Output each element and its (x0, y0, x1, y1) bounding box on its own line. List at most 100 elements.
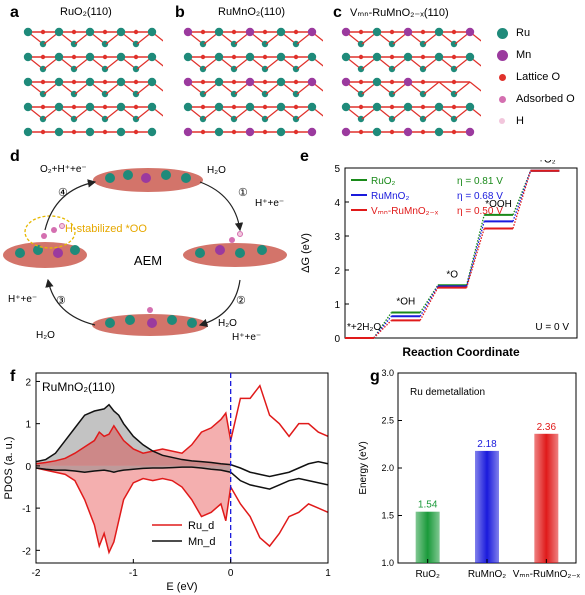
ru-atom (372, 52, 382, 62)
ru-atom (39, 90, 47, 98)
atom-legend-label: H (516, 115, 524, 127)
step2-output: H⁺+e⁻ (232, 332, 261, 343)
ru-atom (261, 65, 269, 73)
o-atom (40, 79, 46, 85)
y-tick-label: 1 (334, 300, 340, 311)
ru-atom (276, 27, 286, 37)
ru-atom (85, 127, 95, 137)
ru-atom (450, 65, 458, 73)
ru-atom (372, 27, 382, 37)
y-tick-label: 1.0 (381, 558, 394, 568)
free-energy-chart: 0 1 2 3 4 5 ΔG (eV) Reaction Coordinate RuO₂ η = … (300, 160, 578, 359)
o-atom (71, 79, 77, 85)
y-tick-label: 1.5 (381, 511, 394, 521)
ru-atom (199, 65, 207, 73)
ru-atom (292, 115, 300, 123)
ru-atom (245, 102, 255, 112)
panel-letter-e: e (300, 148, 309, 165)
o-atom (389, 129, 395, 135)
ru-atom (357, 115, 365, 123)
ru-atom (39, 40, 47, 48)
o-atom (293, 29, 299, 35)
aem-highlight-label: H-stabilized *OO (65, 223, 147, 235)
ru-atom (54, 77, 64, 87)
ru-atom (85, 27, 95, 37)
atom-legend-label: Lattice O (516, 71, 561, 83)
ru-atom (307, 52, 317, 62)
eta-label: η = 0.68 V (457, 191, 503, 202)
o-atom (358, 104, 364, 110)
eta-label: η = 0.50 V (457, 206, 503, 217)
mn-atom (341, 27, 351, 37)
ru-atom (70, 115, 78, 123)
o-atom (451, 29, 457, 35)
atom-legend-label: Ru (516, 27, 531, 39)
ru-atom (419, 65, 427, 73)
atom-legend-label: Adsorbed O (516, 93, 575, 105)
ru-atom (116, 77, 126, 87)
bar (534, 433, 559, 563)
ru-atom (23, 52, 33, 62)
legend-label: Ru_d (188, 520, 214, 532)
pdos-fill (36, 413, 231, 466)
transition-line (419, 285, 439, 317)
o-atom (40, 54, 46, 60)
pdos-line (36, 467, 328, 555)
mn-atom (403, 27, 413, 37)
ru-atom (70, 40, 78, 48)
state-label: *+O₂ (534, 160, 556, 166)
bond (423, 81, 440, 95)
ru-atom (388, 65, 396, 73)
x-axis-label: E (eV) (166, 581, 197, 593)
ru-atom (116, 52, 126, 62)
ru-atom (465, 52, 475, 62)
ru-atom (23, 77, 33, 87)
o-atom (102, 29, 108, 35)
ru-atom (132, 90, 140, 98)
o-atom (389, 54, 395, 60)
ru-atom (261, 40, 269, 48)
ru-atom (372, 77, 382, 87)
ru-atom (101, 40, 109, 48)
ru-atom (147, 127, 157, 137)
ru-atom (23, 127, 33, 137)
transition-line (465, 214, 485, 286)
ru-atom (245, 52, 255, 62)
ru-atom (214, 27, 224, 37)
ru-atom (434, 27, 444, 37)
ru-atom (183, 52, 193, 62)
o-atom (451, 54, 457, 60)
ru-atom (434, 127, 444, 137)
state-label: *OH (396, 297, 415, 308)
ru-atom (357, 90, 365, 98)
ru-atom (276, 52, 286, 62)
o-atom (133, 54, 139, 60)
ru-atom (307, 102, 317, 112)
mn-atom (307, 77, 317, 87)
slab-top (93, 168, 203, 192)
ru-atom (39, 65, 47, 73)
step3-output: H⁺+e⁻ (8, 294, 37, 305)
legend-label: Mn_d (188, 536, 216, 548)
panel-letter-f: f (10, 368, 16, 385)
ru-atom (388, 90, 396, 98)
bond (469, 81, 481, 92)
ru-atom (101, 90, 109, 98)
pdos-line (36, 403, 328, 478)
aem-cycle-diagram: AEM H-stabilized *OO H₂O ① H⁺+e⁻ ② H₂O H… (3, 164, 287, 343)
o-atom (358, 54, 364, 60)
ru-atom (54, 27, 64, 37)
plot-frame (344, 167, 578, 339)
o-atom (358, 129, 364, 135)
pdos-curves (36, 384, 328, 555)
o-atom (102, 104, 108, 110)
ru-atom (276, 127, 286, 137)
step4-number: ④ (58, 187, 68, 199)
ru-atom (261, 115, 269, 123)
ru-atom (132, 65, 140, 73)
x-tick-label: Vₘₙ-RuMnO₂₋ₓ (513, 569, 581, 580)
o-atom (133, 79, 139, 85)
ru-atom (199, 40, 207, 48)
o-atom (200, 54, 206, 60)
ru-atom (147, 52, 157, 62)
